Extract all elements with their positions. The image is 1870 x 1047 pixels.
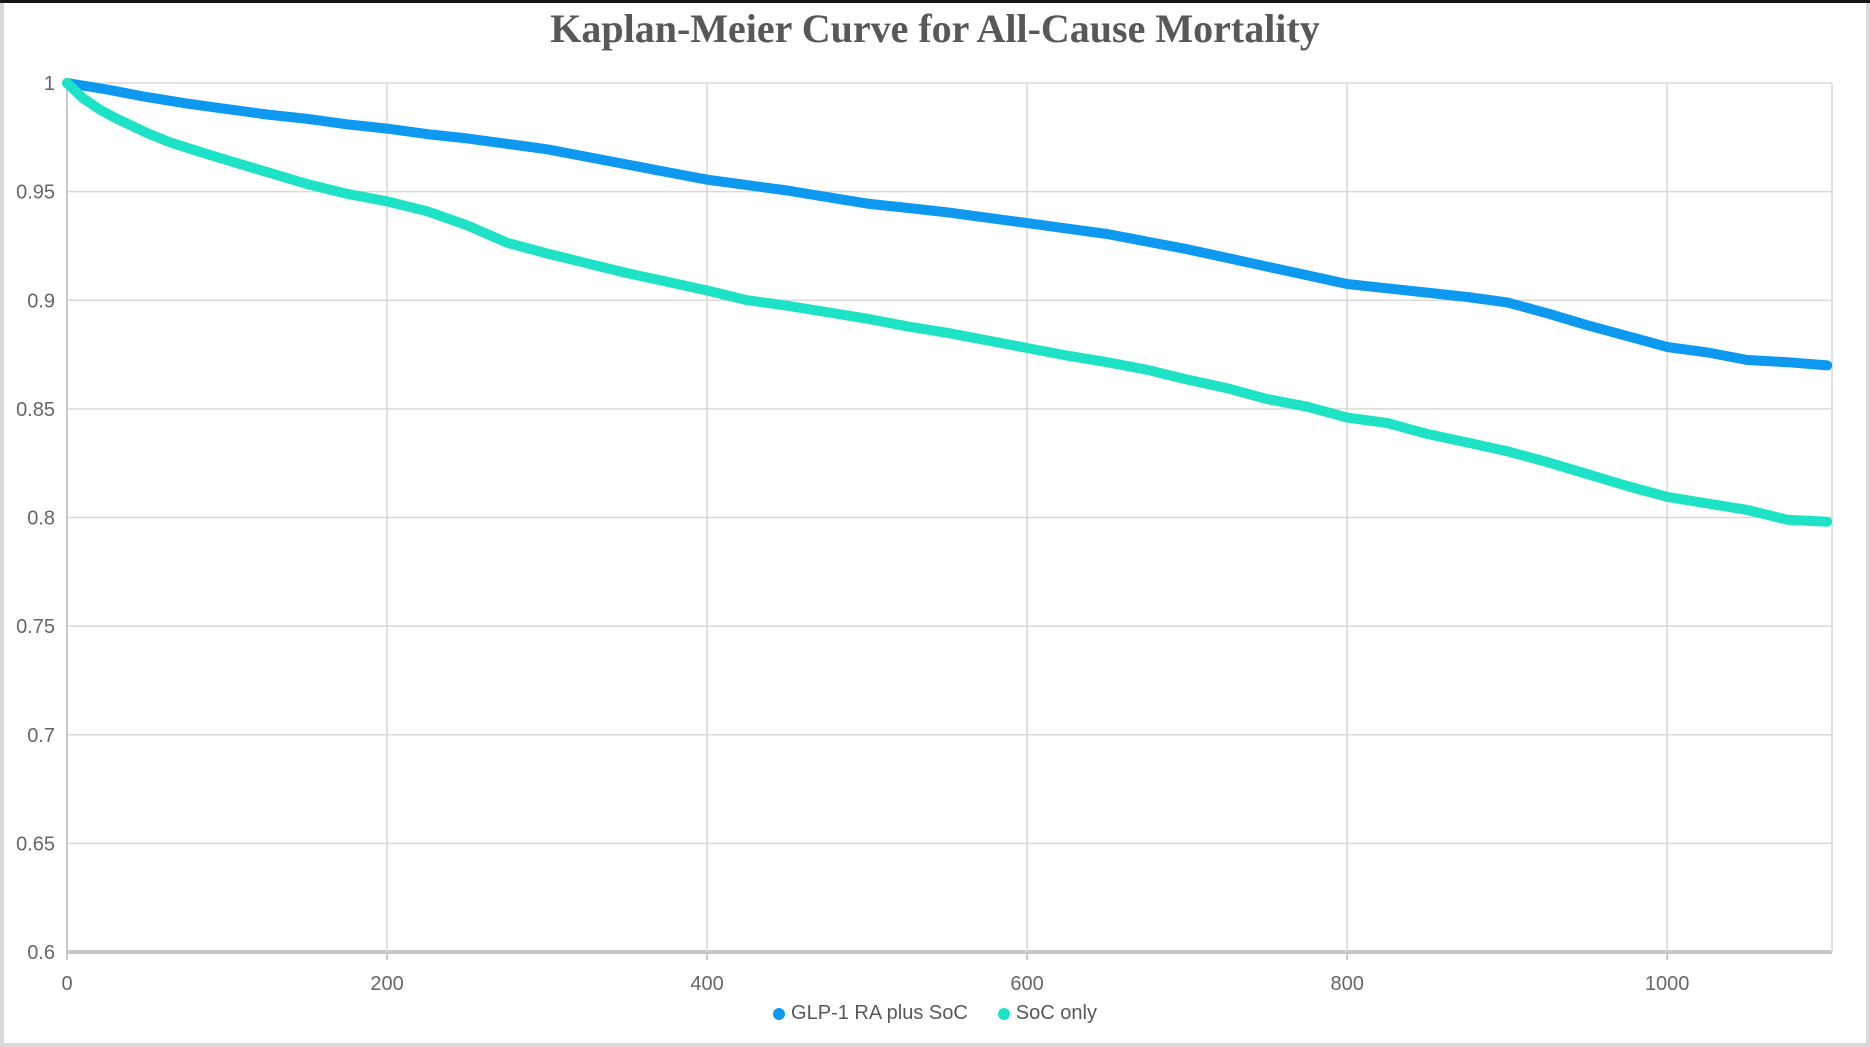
- legend-item-glp1-ra-plus-soc: GLP-1 RA plus SoC: [773, 1002, 968, 1025]
- chart-title: Kaplan-Meier Curve for All-Cause Mortali…: [550, 6, 1320, 51]
- curve-glp1-ra-plus-soc: [62, 78, 1833, 371]
- x-tick-label-800: 800: [1330, 973, 1363, 995]
- y-tick-label-0.95: 0.95: [16, 182, 55, 204]
- legend-dot-glp1-icon: [773, 1007, 786, 1020]
- legend: GLP-1 RA plus SoC SoC only: [0, 1002, 1870, 1025]
- legend-label-glp1: GLP-1 RA plus SoC: [791, 1002, 968, 1024]
- x-tick-label-600: 600: [1010, 973, 1043, 995]
- y-tick-label-0.85: 0.85: [16, 399, 55, 421]
- curve-soc-only: [62, 78, 1833, 527]
- y-tick-label-0.75: 0.75: [16, 616, 55, 638]
- legend-item-soc-only: SoC only: [997, 1002, 1097, 1025]
- y-tick-label-0.7: 0.7: [27, 725, 55, 747]
- x-tick-label-400: 400: [690, 973, 723, 995]
- y-tick-label-0.65: 0.65: [16, 833, 55, 855]
- y-tick-label-0.6: 0.6: [27, 942, 55, 964]
- x-tick-label-0: 0: [61, 973, 72, 995]
- y-tick-label-0.9: 0.9: [27, 290, 55, 312]
- legend-dot-soc-icon: [997, 1007, 1010, 1020]
- x-tick-label-200: 200: [370, 973, 403, 995]
- y-tick-label-0.8: 0.8: [27, 508, 55, 530]
- legend-label-soc: SoC only: [1015, 1002, 1097, 1024]
- x-tick-label-1000: 1000: [1645, 973, 1690, 995]
- y-tick-label-1: 1: [44, 73, 55, 95]
